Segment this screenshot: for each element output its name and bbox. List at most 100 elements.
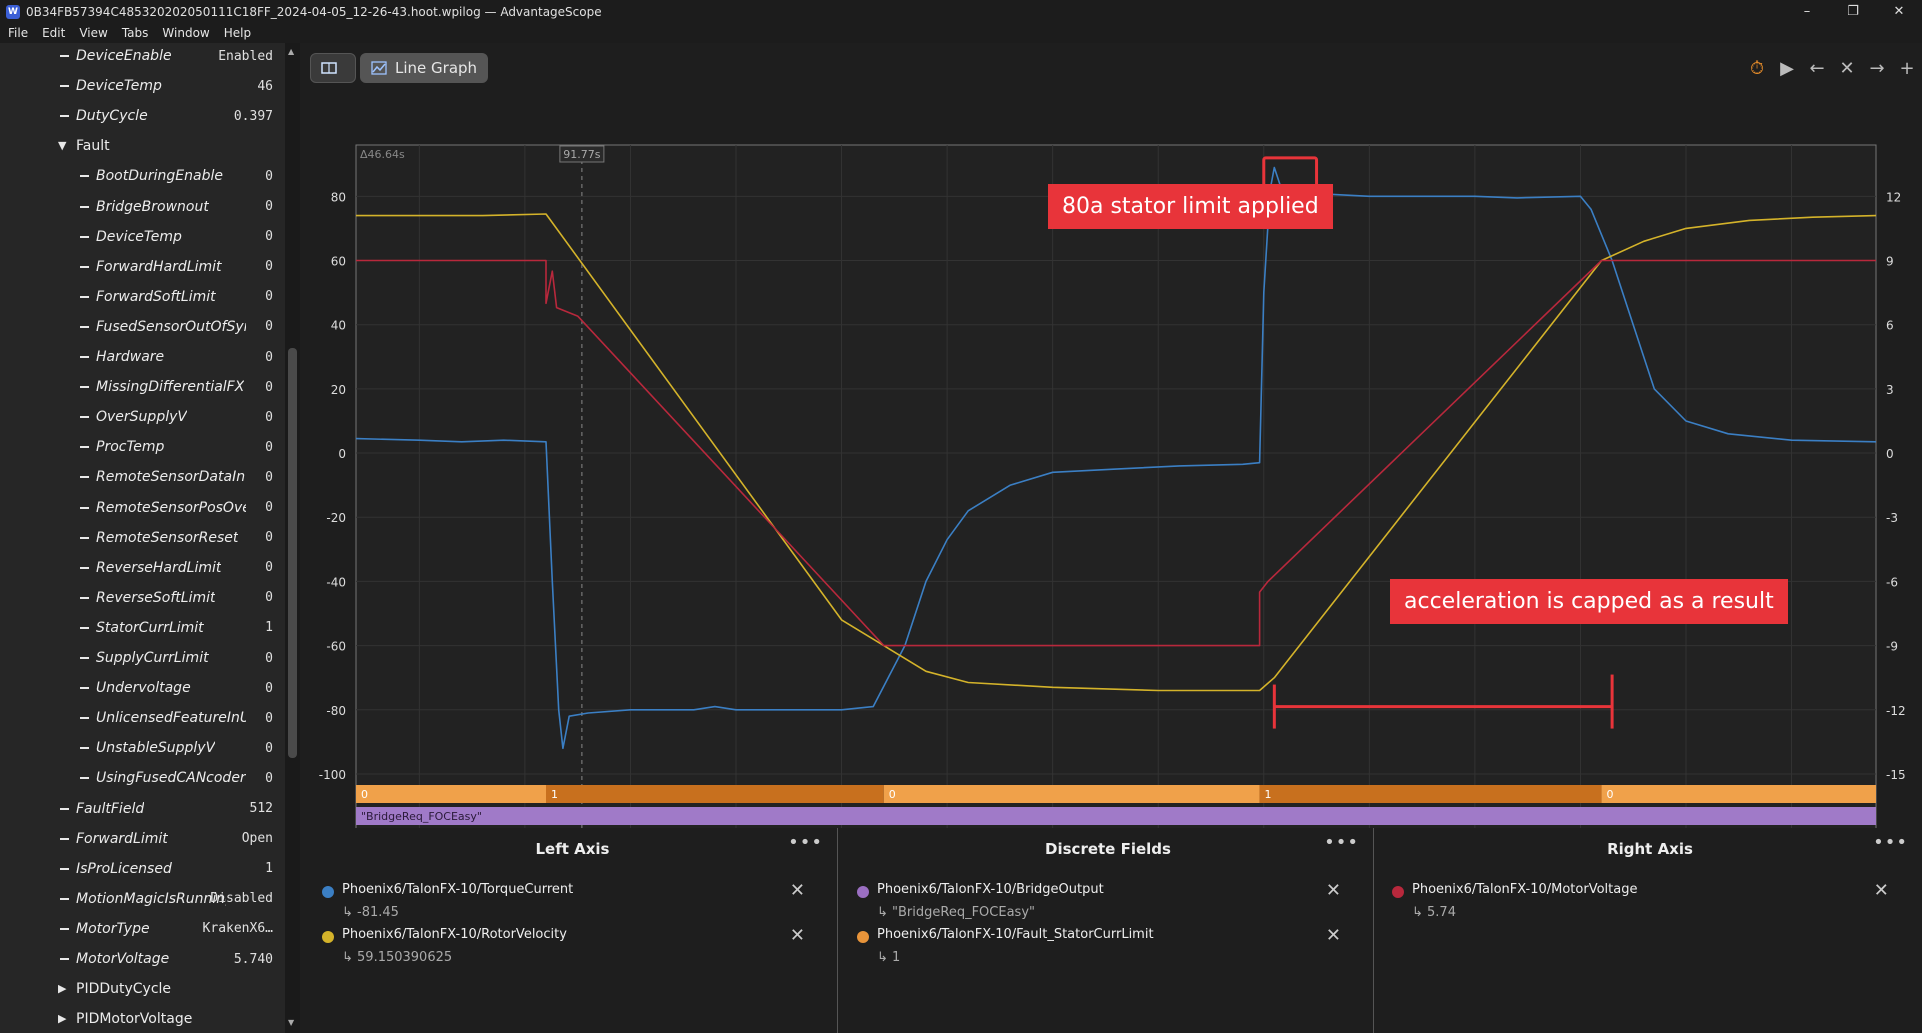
discrete-field-bridge[interactable]: Phoenix6/TalonFX-10/BridgeOutput ↳ "Brid… [857,880,1341,920]
tree-item-remotesensorposoverfl[interactable]: RemoteSensorPosOverfl 0 [0,493,285,523]
tree-item-label: RemoteSensorPosOverfl [96,499,246,516]
left-axis-more-icon[interactable]: ••• [788,832,823,853]
right-field-voltage[interactable]: Phoenix6/TalonFX-10/MotorVoltage ↳ 5.74 … [1392,880,1889,920]
minimize-button[interactable]: – [1803,4,1811,19]
tree-item-fusedsensoroutofsync[interactable]: FusedSensorOutOfSync 0 [0,312,285,342]
tree-item-forwardsoftlimit[interactable]: ForwardSoftLimit 0 [0,282,285,312]
discrete-segment-label: 0 [1607,788,1614,801]
series-color-dot [1392,886,1404,898]
tree-item-label: DutyCycle [76,108,148,125]
remove-field-icon[interactable]: ✕ [1873,880,1889,901]
field-panels: Left Axis ••• Phoenix6/TalonFX-10/Torque… [300,828,1922,1033]
tree-item-reversesoftlimit[interactable]: ReverseSoftLimit 0 [0,583,285,613]
tree-item-value: 0 [265,259,273,275]
tree-item-proctemp[interactable]: ProcTemp 0 [0,432,285,462]
cursor-delta-label: Δ46.64s [360,148,405,161]
forward-icon[interactable]: → [1869,57,1885,79]
tree-item-pidmotorvoltage[interactable]: ▶ PIDMotorVoltage [0,1004,285,1033]
back-icon[interactable]: ← [1809,57,1825,79]
tree-item-remotesensorreset[interactable]: RemoteSensorReset 0 [0,523,285,553]
line-graph-icon [371,61,387,75]
tree-item-bridgebrownout[interactable]: BridgeBrownout 0 [0,192,285,222]
tree-item-label: RemoteSensorDataInvali [96,469,246,486]
right-axis-more-icon[interactable]: ••• [1873,832,1908,853]
play-icon[interactable]: ▶ [1780,57,1794,79]
restore-button[interactable]: ❐ [1847,4,1859,19]
title-bar: W 0B34FB57394C485320202050111C18FF_2024-… [0,0,1922,23]
tree-item-hardware[interactable]: Hardware 0 [0,342,285,372]
tree-item-value: 0 [265,770,273,786]
tree-item-unlicensedfeatureinuse[interactable]: UnlicensedFeatureInUse 0 [0,703,285,733]
tree-item-reversehardlimit[interactable]: ReverseHardLimit 0 [0,553,285,583]
tree-item-missingdifferentialfx[interactable]: MissingDifferentialFX 0 [0,372,285,402]
expanded-triangle-icon[interactable]: ▼ [58,139,67,153]
menu-window[interactable]: Window [162,26,210,40]
remove-field-icon[interactable]: ✕ [1325,925,1341,946]
menu-tabs[interactable]: Tabs [121,26,149,40]
scroll-down-icon[interactable]: ▼ [288,1018,295,1027]
tree-item-statorcurrlimit[interactable]: StatorCurrLimit 1 [0,613,285,643]
menu-help[interactable]: Help [223,26,252,40]
tree-item-forwardlimit[interactable]: ForwardLimit Open [0,824,285,854]
tree-item-motortype[interactable]: MotorType KrakenX6… [0,914,285,944]
tree-item-devicetemp[interactable]: DeviceTemp 0 [0,222,285,252]
close-tab-icon[interactable]: ✕ [1839,57,1855,79]
collapsed-triangle-icon[interactable]: ▶ [58,1012,67,1026]
tree-item-dutycycle[interactable]: DutyCycle 0.397 [0,101,285,131]
left-axis-tick-label: 60 [331,255,346,269]
menu-view[interactable]: View [79,26,108,40]
tree-item-motionmagicisrunning[interactable]: MotionMagicIsRunning Disabled [0,884,285,914]
menu-edit[interactable]: Edit [42,26,66,40]
left-axis-title: Left Axis [535,840,610,858]
tree-item-devicetemp[interactable]: DeviceTemp 46 [0,71,285,101]
left-field-torque[interactable]: Phoenix6/TalonFX-10/TorqueCurrent ↳ -81.… [322,880,805,920]
discrete-more-icon[interactable]: ••• [1324,832,1359,853]
tree-item-forwardhardlimit[interactable]: ForwardHardLimit 0 [0,252,285,282]
tree-item-label: Hardware [96,349,165,365]
tree-item-usingfusedcancoderwhi[interactable]: UsingFusedCANcoderWhi 0 [0,763,285,793]
field-name: Phoenix6/TalonFX-10/MotorVoltage [1412,882,1638,897]
discrete-field-stator-fault[interactable]: Phoenix6/TalonFX-10/Fault_StatorCurrLimi… [857,925,1341,965]
scroll-up-icon[interactable]: ▲ [288,47,295,56]
menu-bar: File Edit View Tabs Window Help [0,23,1922,43]
tree-item-deviceenable[interactable]: DeviceEnable Enabled [0,43,285,71]
discrete-fields-panel: Discrete Fields ••• Phoenix6/TalonFX-10/… [845,828,1371,1033]
sidebar-scrollbar[interactable]: ▲ ▼ [285,43,300,1033]
tree-item-oversupplyv[interactable]: OverSupplyV 0 [0,402,285,432]
tree-item-undervoltage[interactable]: Undervoltage 0 [0,673,285,703]
tree-item-value: 0 [265,740,273,756]
main-area: Line Graph ⏱ ▶ ← ✕ → + 80 60 40 20 0 -20 -40 -6… [300,43,1922,1033]
tree-item-label: OverSupplyV [96,409,187,426]
tree-item-fault[interactable]: ▼ Fault [0,131,285,161]
tree-item-piddutycycle[interactable]: ▶ PIDDutyCycle [0,974,285,1004]
tree-item-motorvoltage[interactable]: MotorVoltage 5.740 [0,944,285,974]
line-graph-chart[interactable]: 80 60 40 20 0 -20 -40 -60 -80 -100 12 9 6 3 0 -3 -6 -9 -12… [300,90,1922,828]
menu-file[interactable]: File [8,26,29,40]
live-icon[interactable]: ⏱ [1749,57,1765,79]
tree-item-value: 0.397 [233,108,273,124]
tree-item-label: UnlicensedFeatureInUse [96,710,246,727]
tree-item-unstablesupplyv[interactable]: UnstableSupplyV 0 [0,733,285,763]
tree-item-value: 0 [265,710,273,726]
scrollbar-thumb[interactable] [288,348,297,758]
discrete-segment-label: 0 [889,788,896,801]
close-window-button[interactable]: ✕ [1893,4,1905,19]
tree-item-supplycurrlimit[interactable]: SupplyCurrLimit 0 [0,643,285,673]
tree-item-isprolicensed[interactable]: IsProLicensed 1 [0,854,285,884]
collapsed-triangle-icon[interactable]: ▶ [58,982,67,996]
tree-item-remotesensordatainvali[interactable]: RemoteSensorDataInvali 0 [0,462,285,492]
leaf-dash-icon [80,325,89,328]
tab-line-graph[interactable]: Line Graph [360,53,489,83]
add-tab-icon[interactable]: + [1899,57,1915,79]
tab-documentation[interactable] [310,53,356,83]
tree-item-label: ForwardLimit [76,830,168,847]
remove-field-icon[interactable]: ✕ [789,925,805,946]
tree-item-label: MissingDifferentialFX [96,379,245,396]
leaf-dash-icon [80,235,89,238]
tree-item-faultfield[interactable]: FaultField 512 [0,794,285,824]
tree-item-value: 0 [265,349,273,365]
remove-field-icon[interactable]: ✕ [789,880,805,901]
left-field-velocity[interactable]: Phoenix6/TalonFX-10/RotorVelocity ↳ 59.1… [322,925,805,965]
remove-field-icon[interactable]: ✕ [1325,880,1341,901]
tree-item-bootduringenable[interactable]: BootDuringEnable 0 [0,161,285,191]
